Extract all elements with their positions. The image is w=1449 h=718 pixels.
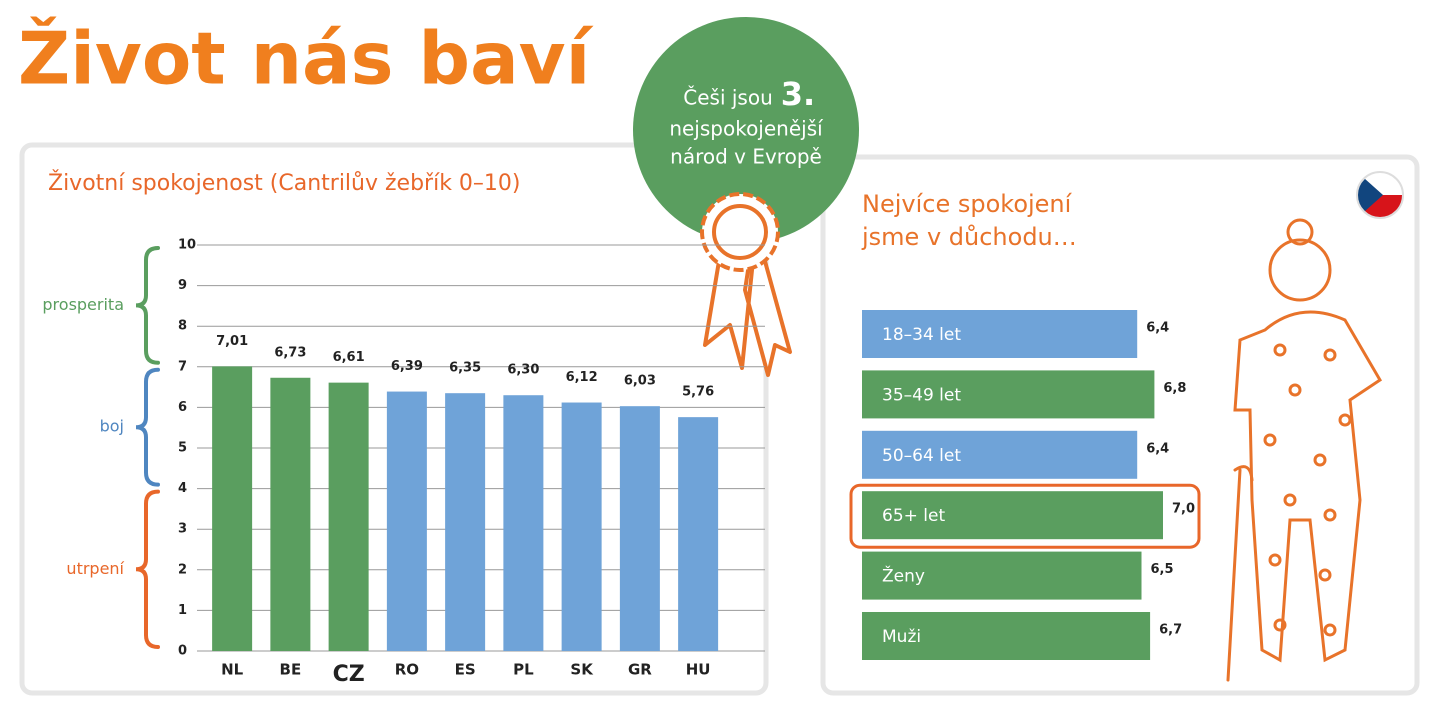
flag bbox=[1356, 171, 1404, 219]
bar bbox=[503, 395, 544, 651]
page-title: Život nás baví bbox=[18, 17, 594, 101]
value-label: 6,61 bbox=[333, 350, 365, 365]
y-tick-label: 0 bbox=[178, 644, 187, 659]
y-tick-label: 1 bbox=[178, 603, 187, 618]
badge-text: nejspokojenější bbox=[669, 117, 824, 141]
value-label: 6,7 bbox=[1159, 623, 1182, 638]
x-tick-label: BE bbox=[280, 661, 302, 679]
bar bbox=[862, 491, 1163, 540]
bar-label: Muži bbox=[882, 627, 921, 647]
y-tick-label: 8 bbox=[178, 319, 187, 334]
y-tick-label: 10 bbox=[178, 238, 196, 253]
badge-text: národ v Evropě bbox=[670, 145, 822, 169]
value-label: 6,5 bbox=[1151, 562, 1174, 577]
y-tick-label: 4 bbox=[178, 481, 187, 496]
value-label: 6,39 bbox=[391, 359, 423, 374]
bar bbox=[862, 551, 1142, 600]
bar bbox=[561, 402, 602, 651]
x-tick-label: ES bbox=[455, 661, 476, 679]
value-label: 6,12 bbox=[566, 370, 598, 385]
right-panel bbox=[820, 154, 1420, 696]
bar bbox=[386, 391, 427, 651]
x-tick-label: CZ bbox=[333, 662, 365, 687]
badge: Češi jsou 3. nejspokojenější národ v Evr… bbox=[633, 17, 859, 377]
y-tick-label: 7 bbox=[178, 359, 187, 374]
value-label: 6,4 bbox=[1146, 441, 1169, 456]
chart-title: Nejvíce spokojení jsme v důchodu… bbox=[862, 190, 1077, 251]
bracket bbox=[135, 489, 160, 649]
x-tick-label: RO bbox=[395, 661, 419, 679]
value-label: 6,4 bbox=[1146, 321, 1169, 336]
x-tick-label: HU bbox=[686, 661, 711, 679]
bar bbox=[862, 370, 1155, 419]
x-tick-label: SK bbox=[570, 661, 594, 679]
highlight-frame bbox=[849, 483, 1201, 549]
x-tick-label: NL bbox=[221, 661, 244, 679]
value-label: 6,73 bbox=[274, 345, 306, 360]
value-label: 6,03 bbox=[624, 374, 656, 389]
left-panel bbox=[19, 142, 769, 696]
y-tick-label: 2 bbox=[178, 562, 187, 577]
bar bbox=[212, 366, 253, 651]
badge-circle bbox=[633, 17, 859, 243]
x-tick-label: GR bbox=[628, 661, 652, 679]
grandma-illustration bbox=[1226, 218, 1383, 682]
bar bbox=[862, 430, 1138, 479]
rosette-inner bbox=[712, 204, 768, 260]
bracket bbox=[135, 367, 160, 487]
bar bbox=[862, 612, 1151, 660]
y-tick-label: 5 bbox=[178, 441, 187, 456]
y-tick-label: 9 bbox=[178, 278, 187, 293]
bar bbox=[328, 382, 369, 651]
bar-label: 35–49 let bbox=[882, 385, 961, 405]
bar bbox=[270, 377, 311, 651]
bar bbox=[619, 406, 660, 651]
bar bbox=[445, 393, 486, 651]
value-label: 7,01 bbox=[216, 334, 248, 349]
value-label: 5,76 bbox=[682, 385, 714, 400]
bar-label: Ženy bbox=[882, 565, 925, 587]
bar-label: 18–34 let bbox=[882, 325, 961, 345]
bracket-label: boj bbox=[100, 417, 124, 436]
value-label: 7,0 bbox=[1172, 502, 1195, 517]
bar bbox=[862, 310, 1138, 358]
badge-rank: 3. bbox=[781, 75, 815, 113]
bar bbox=[678, 417, 719, 651]
bracket bbox=[135, 246, 160, 365]
value-label: 6,8 bbox=[1163, 381, 1186, 396]
value-label: 6,30 bbox=[507, 363, 539, 378]
badge-text: Češi jsou bbox=[683, 86, 773, 110]
chart-title: Životní spokojenost (Cantrilův žebřík 0–… bbox=[48, 170, 521, 196]
bar-label: 50–64 let bbox=[882, 446, 961, 466]
x-tick-label: PL bbox=[513, 661, 534, 679]
bracket-label: prosperita bbox=[42, 295, 124, 314]
bracket-label: utrpení bbox=[66, 559, 124, 578]
y-tick-label: 3 bbox=[178, 522, 187, 537]
y-tick-label: 6 bbox=[178, 400, 187, 415]
bar-label: 65+ let bbox=[882, 506, 945, 526]
value-label: 6,35 bbox=[449, 361, 481, 376]
